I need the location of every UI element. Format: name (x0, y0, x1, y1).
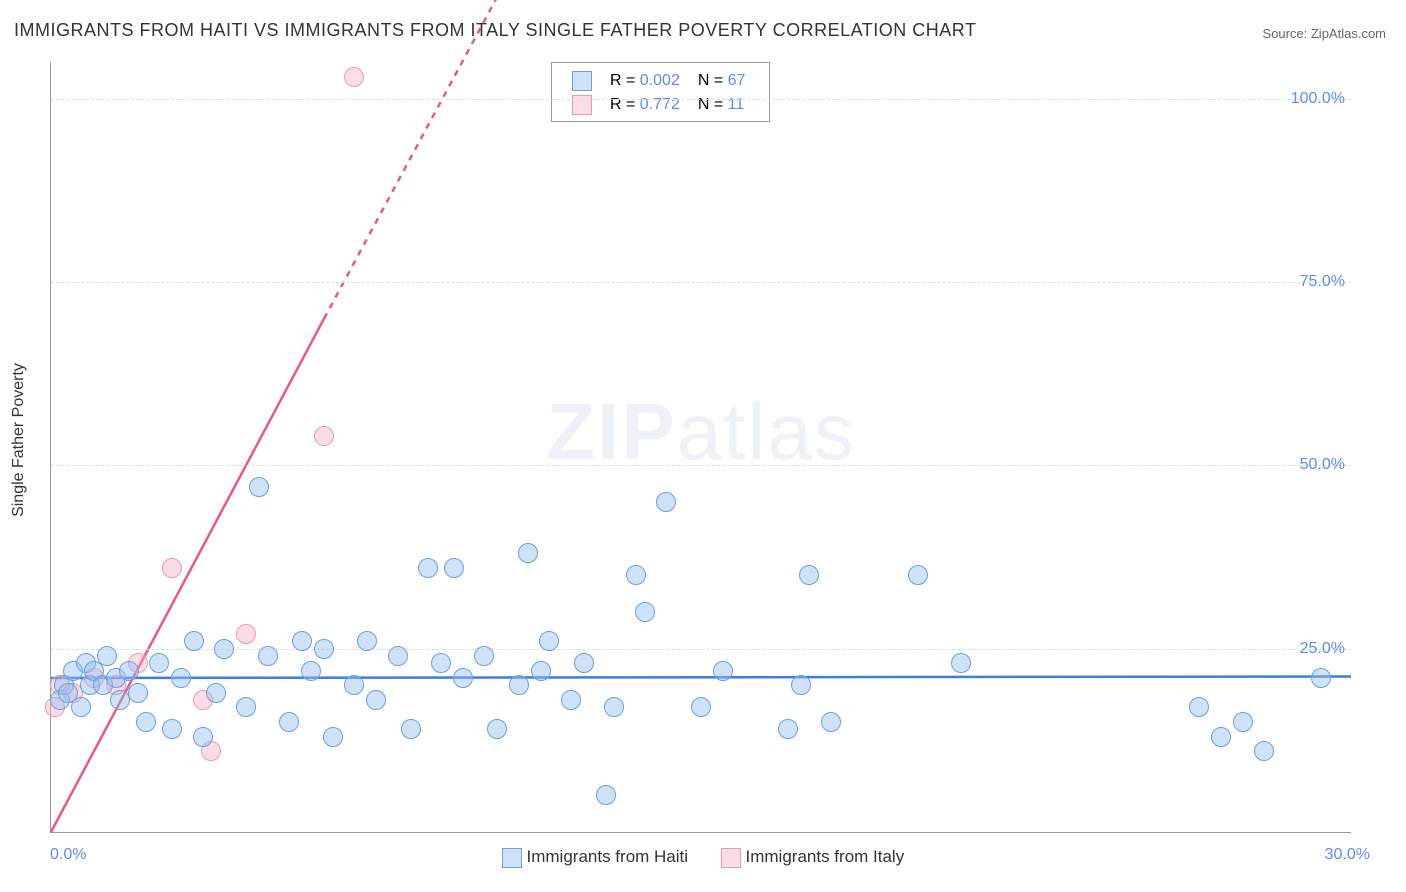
data-point (136, 712, 156, 732)
data-point (344, 675, 364, 695)
data-point (951, 653, 971, 673)
gridline (51, 282, 1351, 283)
data-point (713, 661, 733, 681)
data-point (626, 565, 646, 585)
data-point (531, 661, 551, 681)
data-point (821, 712, 841, 732)
data-point (487, 719, 507, 739)
legend-row-b: R = 0.772 N = 11 (564, 94, 753, 116)
y-axis-label: Single Father Poverty (10, 363, 28, 517)
source-attribution: Source: ZipAtlas.com (1262, 26, 1386, 41)
data-point (193, 727, 213, 747)
data-point (604, 697, 624, 717)
data-point (292, 631, 312, 651)
data-point (249, 477, 269, 497)
data-point (444, 558, 464, 578)
data-point (162, 558, 182, 578)
y-tick-label: 50.0% (1300, 456, 1345, 474)
data-point (184, 631, 204, 651)
data-point (574, 653, 594, 673)
data-point (561, 690, 581, 710)
data-point (206, 683, 226, 703)
data-point (357, 631, 377, 651)
data-point (474, 646, 494, 666)
data-point (635, 602, 655, 622)
series-b-label: Immigrants from Italy (746, 847, 905, 866)
data-point (258, 646, 278, 666)
data-point (236, 697, 256, 717)
data-point (366, 690, 386, 710)
data-point (162, 719, 182, 739)
data-point (539, 631, 559, 651)
data-point (1254, 741, 1274, 761)
data-point (97, 646, 117, 666)
data-point (388, 646, 408, 666)
plot-area: ZIPatlas R = 0.002 N = 67 R = 0.772 N = … (50, 62, 1351, 833)
y-tick-label: 100.0% (1291, 90, 1345, 108)
bottom-legend: Immigrants from Haiti Immigrants from It… (0, 847, 1406, 868)
y-tick-label: 25.0% (1300, 640, 1345, 658)
gridline (51, 99, 1351, 100)
gridline (51, 465, 1351, 466)
data-point (323, 727, 343, 747)
data-point (1311, 668, 1331, 688)
data-point (596, 785, 616, 805)
y-tick-label: 75.0% (1300, 273, 1345, 291)
data-point (128, 683, 148, 703)
data-point (71, 697, 91, 717)
data-point (778, 719, 798, 739)
data-point (314, 639, 334, 659)
legend-row-a: R = 0.002 N = 67 (564, 70, 753, 92)
data-point (344, 67, 364, 87)
data-point (656, 492, 676, 512)
data-point (236, 624, 256, 644)
legend-swatch-a (572, 71, 592, 91)
stats-legend: R = 0.002 N = 67 R = 0.772 N = 11 (551, 62, 770, 122)
data-point (799, 565, 819, 585)
data-point (908, 565, 928, 585)
data-point (509, 675, 529, 695)
data-point (401, 719, 421, 739)
data-point (1189, 697, 1209, 717)
data-point (1233, 712, 1253, 732)
data-point (314, 426, 334, 446)
gridline (51, 649, 1351, 650)
legend-swatch-a-bottom (502, 848, 522, 868)
data-point (119, 661, 139, 681)
data-point (518, 543, 538, 563)
series-a-label: Immigrants from Haiti (527, 847, 689, 866)
legend-swatch-b-bottom (721, 848, 741, 868)
data-point (149, 653, 169, 673)
data-point (1211, 727, 1231, 747)
data-point (171, 668, 191, 688)
data-point (453, 668, 473, 688)
data-point (418, 558, 438, 578)
data-point (691, 697, 711, 717)
data-point (301, 661, 321, 681)
data-point (431, 653, 451, 673)
data-point (214, 639, 234, 659)
chart-title: IMMIGRANTS FROM HAITI VS IMMIGRANTS FROM… (14, 20, 976, 41)
data-point (791, 675, 811, 695)
data-point (279, 712, 299, 732)
